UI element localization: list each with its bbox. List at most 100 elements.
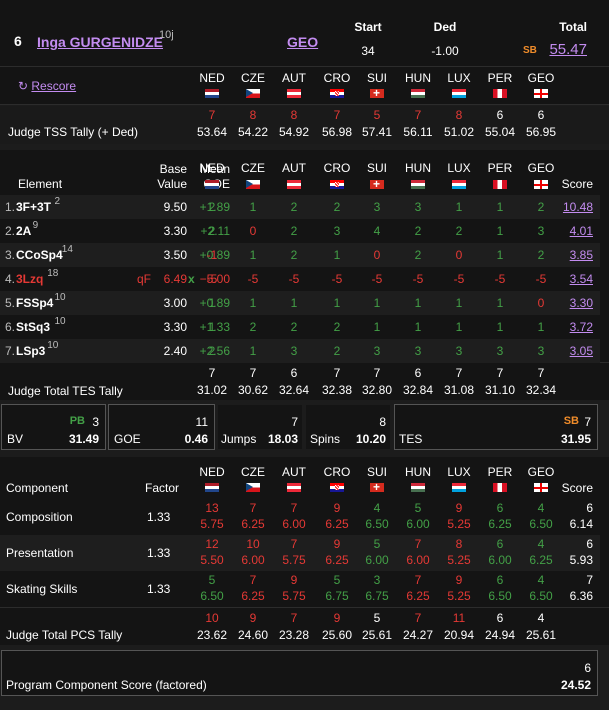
spins-rank: 8 — [379, 415, 386, 429]
flag-aut-icon — [287, 483, 301, 492]
judge-label-sui: SUI — [366, 465, 387, 479]
col-score: Score — [561, 177, 593, 191]
element-score[interactable]: 3.54 — [569, 272, 593, 286]
table-row — [0, 339, 600, 363]
tss-rank: 7 — [414, 108, 422, 122]
tss-rank: 5 — [373, 108, 381, 122]
tes-label: TES — [399, 432, 423, 446]
component-rank: 4 — [537, 573, 545, 587]
divider — [0, 104, 609, 105]
judge-goe-mark: 1 — [208, 296, 216, 310]
component-score-rank: 6 — [586, 501, 593, 515]
pcs-tally-value: 24.60 — [237, 628, 269, 642]
element-score[interactable]: 10.48 — [562, 200, 593, 214]
base-value: 3.30 — [163, 320, 187, 334]
component-rank: 7 — [414, 573, 422, 587]
judge-goe-mark: 2 — [537, 248, 545, 262]
goe-rank: 11 — [195, 415, 208, 429]
skater-nation[interactable]: GEO — [287, 34, 319, 50]
spins-label: Spins — [310, 432, 341, 446]
rescore-link[interactable]: ↻ Rescore — [18, 79, 77, 93]
element-score[interactable]: 3.30 — [569, 296, 593, 310]
total-value[interactable]: 55.47 — [549, 41, 587, 58]
judge-goe-mark: 3 — [414, 344, 422, 358]
pb-badge: PB — [69, 415, 85, 427]
pcs-factored-label: Program Component Score (factored) — [6, 678, 207, 692]
judge-goe-mark: 1 — [496, 248, 504, 262]
tss-rank: 7 — [208, 108, 216, 122]
bv-label: BV — [7, 432, 24, 446]
component-score-rank: 7 — [586, 573, 593, 587]
pcs-factored-rank: 6 — [584, 661, 591, 675]
tes-tally-label: Judge Total TES Tally — [8, 384, 123, 398]
judge-label-aut: AUT — [282, 465, 306, 479]
judge-goe-mark: 1 — [414, 320, 422, 334]
component-mark: 5.75 — [200, 517, 224, 531]
pcs-tally-rank: 11 — [452, 611, 466, 625]
pcs-tally-value: 24.27 — [402, 628, 434, 642]
x-mark: x — [188, 272, 195, 286]
component-mark: 5.25 — [447, 517, 471, 531]
element-order: 14 — [61, 244, 73, 255]
tes-tally-rank: 7 — [537, 366, 545, 380]
goe-box: 11 GOE 0.46 — [108, 404, 215, 450]
pcs-factored-value: 24.52 — [560, 678, 591, 692]
spins-box: 8 Spins 10.20 — [305, 404, 391, 450]
tss-value: 57.41 — [361, 125, 393, 139]
base-value: 3.30 — [163, 224, 187, 238]
judge-goe-mark: 2 — [537, 200, 545, 214]
tes-tally-rank: 7 — [208, 366, 216, 380]
element-order: 18 — [47, 268, 59, 279]
refresh-icon: ↻ — [18, 79, 32, 93]
goe-value: 0.46 — [184, 432, 208, 446]
judge-label-geo: GEO — [527, 465, 555, 479]
tss-value: 55.04 — [484, 125, 516, 139]
base-value: 6.49 — [163, 272, 187, 286]
judge-goe-mark: 3 — [290, 344, 298, 358]
skater-name[interactable]: Inga GURGENIDZE — [37, 34, 164, 50]
judge-goe-mark: -5 — [494, 272, 506, 286]
component-mark: 6.50 — [200, 589, 224, 603]
pcs-tally-value: 25.61 — [361, 628, 393, 642]
tss-rank: 7 — [333, 108, 341, 122]
component-rank: 5 — [414, 501, 422, 515]
component-mark: 6.00 — [241, 553, 265, 567]
flag-sui-icon — [370, 86, 384, 100]
pcs-tally-rank: 5 — [373, 611, 381, 625]
judge-goe-mark: -5 — [412, 272, 424, 286]
flag-geo-icon — [534, 89, 548, 98]
element-score[interactable]: 3.05 — [569, 344, 593, 358]
start-label: Start — [354, 20, 382, 34]
component-name: Skating Skills — [6, 582, 78, 596]
judge-goe-mark: 1 — [496, 296, 504, 310]
element-score[interactable]: 3.72 — [569, 320, 593, 334]
judge-goe-mark: 3 — [373, 200, 381, 214]
component-rank: 7 — [290, 537, 298, 551]
judge-goe-mark: 1 — [208, 320, 216, 334]
component-rank: 5 — [373, 537, 381, 551]
flag-aut-icon — [287, 89, 301, 98]
col-goe-1: Mean — [199, 162, 230, 176]
judge-goe-mark: 2 — [290, 200, 298, 214]
judge-label-lux: LUX — [447, 71, 471, 85]
element-order: 2 — [54, 196, 61, 207]
component-rank: 5 — [333, 573, 341, 587]
table-row — [0, 535, 600, 571]
judge-label-cro: CRO — [323, 161, 351, 175]
pcs-tally-value: 23.28 — [278, 628, 310, 642]
tes-tally-rank: 7 — [333, 366, 341, 380]
header-panel — [0, 0, 609, 105]
total-label: Total — [559, 20, 587, 34]
judge-label-lux: LUX — [447, 161, 471, 175]
tes-tally-value: 31.02 — [196, 383, 228, 397]
judge-goe-mark: 2 — [290, 320, 298, 334]
component-mark: 5.25 — [447, 553, 471, 567]
component-rank: 8 — [455, 537, 463, 551]
element-score[interactable]: 4.01 — [569, 224, 593, 238]
element-score[interactable]: 3.85 — [569, 248, 593, 262]
component-rank: 5 — [208, 573, 216, 587]
tss-row — [0, 106, 609, 144]
component-mark: 6.00 — [406, 517, 430, 531]
tss-rank: 6 — [537, 108, 545, 122]
element-number: 2. — [5, 224, 16, 238]
